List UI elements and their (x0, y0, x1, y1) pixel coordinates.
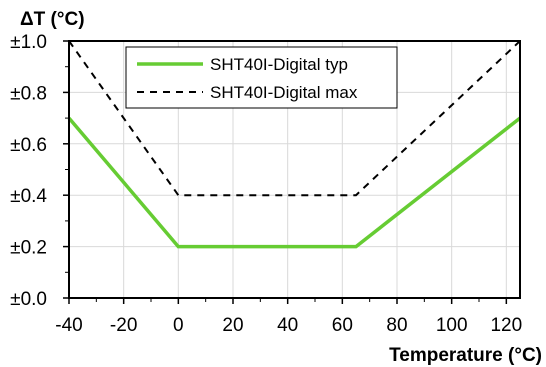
series-line-typ (67, 116, 522, 249)
x-tick-label: 120 (490, 315, 522, 336)
series-line-max (68, 40, 521, 197)
y-tick-label: ±0.0 (10, 289, 47, 310)
legend-label-max: SHT40I-Digital max (210, 83, 358, 102)
legend-label-typ: SHT40I-Digital typ (210, 55, 348, 74)
legend: SHT40I-Digital typ SHT40I-Digital max (125, 46, 398, 109)
x-tick-label: -40 (55, 315, 82, 336)
x-tick-label: 0 (173, 315, 184, 336)
x-tick-label: 100 (436, 315, 468, 336)
y-tick-label: ±0.8 (10, 83, 47, 104)
x-tick-label: -20 (110, 315, 137, 336)
y-tick-label: ±1.0 (10, 32, 47, 53)
y-tick-label: ±0.4 (10, 186, 47, 207)
x-axis-title: Temperature (°C) (389, 345, 542, 366)
series-lines (67, 40, 522, 249)
y-tick-label: ±0.2 (10, 238, 47, 259)
y-tick-label: ±0.6 (10, 135, 47, 156)
tick-labels: -40 -20 0 20 40 60 80 100 120 ±0.0 ±0.2 ±0.4 ±0.6 ±0.… (10, 32, 522, 336)
y-axis-title: ΔT (°C) (20, 9, 85, 30)
legend-box (125, 46, 398, 109)
axis-ticks (63, 40, 508, 304)
x-tick-label: 60 (332, 315, 353, 336)
x-tick-label: 40 (277, 315, 298, 336)
x-tick-label: 80 (386, 315, 407, 336)
x-tick-label: 20 (222, 315, 243, 336)
